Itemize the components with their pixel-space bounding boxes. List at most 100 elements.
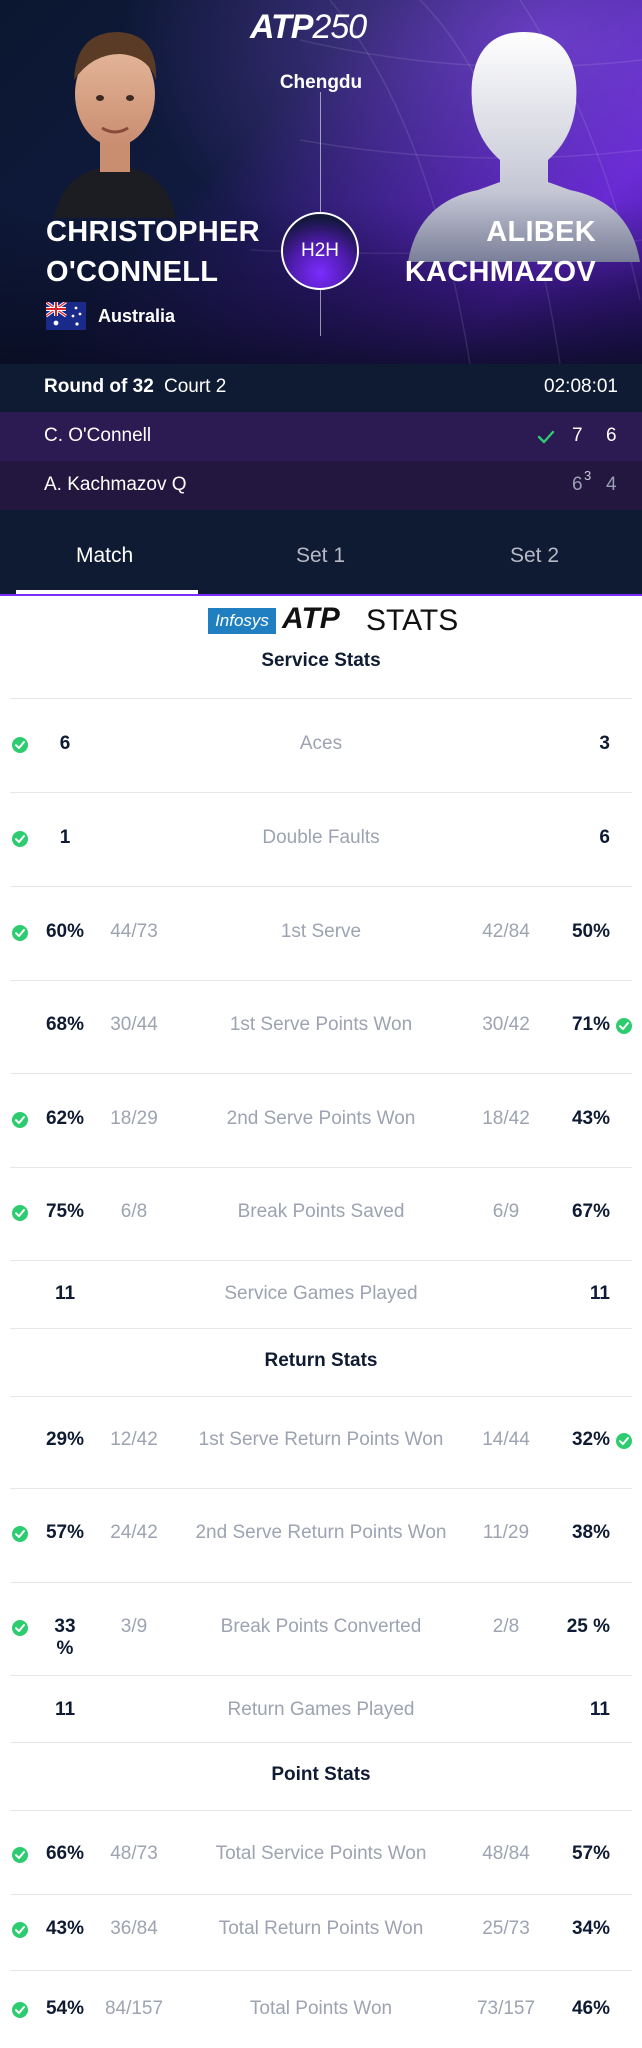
match-duration: 02:08:01 — [544, 376, 618, 397]
stat-row: 60% 44/73 1st Serve 42/84 50% — [0, 921, 642, 951]
stat-row: 75% 6/8 Break Points Saved 6/9 67% — [0, 1201, 642, 1231]
row-divider — [10, 1488, 632, 1489]
stat-right-value: 11 — [589, 1283, 610, 1304]
stat-right-value: 71% — [571, 1014, 610, 1035]
stat-row: 6 Aces 3 — [0, 733, 642, 763]
row-divider — [10, 1167, 632, 1168]
stat-right-value: 46% — [571, 1998, 610, 2019]
player1-set1-score: 7 — [572, 425, 583, 446]
player2-silhouette — [408, 32, 640, 262]
scoreboard-row-player2[interactable]: A. Kachmazov Q 6 3 4 — [0, 461, 642, 510]
row-divider — [10, 1582, 632, 1583]
stat-row: 11 Return Games Played 11 — [0, 1699, 642, 1729]
stat-left-value: 66% — [45, 1843, 85, 1864]
leader-check-icon — [12, 1526, 28, 1542]
stat-label: 2nd Serve Return Points Won — [195, 1522, 447, 1543]
stat-right-ratio: 73/157 — [476, 1998, 536, 2019]
stat-left-value: 1 — [59, 827, 71, 848]
stat-right-ratio: 48/84 — [482, 1843, 530, 1864]
stat-right-ratio: 11/29 — [482, 1522, 530, 1543]
stat-left-ratio: 44/73 — [110, 921, 158, 942]
stat-row: 57% 24/42 2nd Serve Return Points Won 11/29… — [0, 1522, 642, 1552]
player1-set2-score: 6 — [606, 425, 617, 446]
stat-left-value: 33 % — [54, 1616, 76, 1659]
stat-left-ratio: 24/42 — [110, 1522, 158, 1543]
player2-name[interactable]: ALIBEK KACHMAZOV — [405, 212, 596, 292]
player2-set1-tiebreak: 3 — [584, 468, 592, 483]
logo-tier-number: 250 — [312, 8, 367, 46]
leader-check-icon — [12, 2002, 28, 2018]
stat-label: 1st Serve Points Won — [229, 1014, 413, 1035]
stat-left-value: 54% — [45, 1998, 85, 2019]
player1-last-name: O'CONNELL — [46, 256, 219, 288]
row-divider — [10, 1260, 632, 1261]
stat-left-value: 29% — [45, 1429, 85, 1450]
match-round: Round of 32 — [44, 376, 154, 397]
scoreboard-player2-name: A. Kachmazov Q — [44, 474, 187, 495]
tab-match[interactable]: Match — [76, 544, 134, 567]
leader-check-icon — [12, 831, 28, 847]
logo-atp-text: ATP — [250, 8, 313, 46]
stat-label: Service Games Played — [224, 1283, 418, 1304]
leader-check-icon — [12, 1112, 28, 1128]
tab-set-1[interactable]: Set 1 — [296, 544, 346, 567]
leader-check-icon — [12, 1620, 28, 1636]
stat-right-value: 11 — [589, 1699, 610, 1720]
player2-first-name: ALIBEK — [486, 216, 596, 248]
stat-left-value: 68% — [45, 1014, 85, 1035]
tab-set-2[interactable]: Set 2 — [510, 544, 560, 567]
atp-250-logo: ATP250 — [250, 8, 367, 47]
stat-left-ratio: 6/8 — [120, 1201, 148, 1222]
active-tab-indicator — [16, 590, 198, 595]
stat-row: 11 Service Games Played 11 — [0, 1283, 642, 1313]
stat-label: Return Games Played — [227, 1699, 415, 1720]
stat-row: 29% 12/42 1st Serve Return Points Won 14/44… — [0, 1429, 642, 1459]
leader-check-icon — [616, 1433, 632, 1449]
section-title: Service Stats — [261, 650, 381, 671]
stat-right-value: 57% — [571, 1843, 610, 1864]
winner-check-icon — [537, 430, 555, 444]
leader-check-icon — [12, 1922, 28, 1938]
stat-right-ratio: 18/42 — [482, 1108, 530, 1129]
stat-row: 1 Double Faults 6 — [0, 827, 642, 857]
stat-left-value: 11 — [54, 1283, 76, 1304]
row-divider — [10, 792, 632, 793]
row-divider — [10, 980, 632, 981]
leader-check-icon — [12, 737, 28, 753]
atp-stats-logo: ATP — [282, 602, 340, 635]
h2h-button[interactable]: H2H — [281, 212, 359, 290]
stat-right-value: 3 — [599, 733, 610, 754]
stat-left-ratio: 3/9 — [120, 1616, 148, 1637]
row-divider — [10, 1675, 632, 1676]
australia-flag-icon — [46, 302, 86, 330]
scoreboard-row-player1[interactable]: C. O'Connell 7 6 — [0, 412, 642, 461]
match-hero: ATP250 Chengdu H2H CHRISTOPHER O'CONNELL… — [0, 0, 642, 364]
stat-left-ratio: 18/29 — [110, 1108, 158, 1129]
player1-country: Australia — [98, 306, 176, 326]
stat-right-value: 34% — [571, 1918, 610, 1939]
stat-label: Aces — [299, 733, 343, 754]
player2-set1-score: 6 — [572, 474, 583, 495]
stat-left-value: 6 — [59, 733, 71, 754]
stat-label: Break Points Saved — [237, 1201, 405, 1222]
stat-row: 43% 36/84 Total Return Points Won 25/73 34% — [0, 1918, 642, 1948]
stat-row: 62% 18/29 2nd Serve Points Won 18/42 43% — [0, 1108, 642, 1138]
stat-row: 68% 30/44 1st Serve Points Won 30/42 71% — [0, 1014, 642, 1044]
stat-row: 54% 84/157 Total Points Won 73/157 46% — [0, 1998, 642, 2028]
stat-label: 2nd Serve Points Won — [226, 1108, 416, 1129]
stat-left-ratio: 36/84 — [110, 1918, 158, 1939]
stat-label: Break Points Converted — [220, 1616, 422, 1637]
stat-label: Total Return Points Won — [218, 1918, 424, 1939]
stat-right-ratio: 42/84 — [482, 921, 530, 942]
row-divider — [10, 1970, 632, 1971]
player2-set2-score: 4 — [606, 474, 617, 495]
section-title: Point Stats — [271, 1764, 371, 1785]
stat-right-value: 38% — [571, 1522, 610, 1543]
row-divider — [10, 1742, 632, 1743]
stats-word: STATS — [366, 604, 459, 637]
stat-left-value: 62% — [45, 1108, 85, 1129]
leader-check-icon — [12, 1205, 28, 1221]
section-divider — [10, 698, 632, 699]
player1-name[interactable]: CHRISTOPHER O'CONNELL — [46, 212, 260, 292]
stat-right-ratio: 30/42 — [482, 1014, 530, 1035]
